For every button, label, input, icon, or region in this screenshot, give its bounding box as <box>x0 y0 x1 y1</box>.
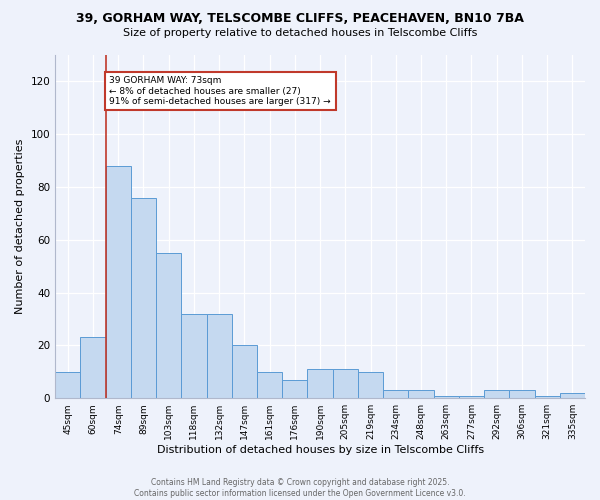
Bar <box>509 390 535 398</box>
Bar <box>206 314 232 398</box>
Text: Contains HM Land Registry data © Crown copyright and database right 2025.
Contai: Contains HM Land Registry data © Crown c… <box>134 478 466 498</box>
Text: Size of property relative to detached houses in Telscombe Cliffs: Size of property relative to detached ho… <box>123 28 477 38</box>
Text: 39 GORHAM WAY: 73sqm
← 8% of detached houses are smaller (27)
91% of semi-detach: 39 GORHAM WAY: 73sqm ← 8% of detached ho… <box>109 76 331 106</box>
Bar <box>282 380 307 398</box>
Bar <box>409 390 434 398</box>
Bar <box>434 396 459 398</box>
Bar <box>55 372 80 398</box>
Bar <box>156 253 181 398</box>
Text: 39, GORHAM WAY, TELSCOMBE CLIFFS, PEACEHAVEN, BN10 7BA: 39, GORHAM WAY, TELSCOMBE CLIFFS, PEACEH… <box>76 12 524 26</box>
Y-axis label: Number of detached properties: Number of detached properties <box>15 139 25 314</box>
Bar <box>307 369 332 398</box>
Bar <box>131 198 156 398</box>
Bar <box>484 390 509 398</box>
Bar <box>106 166 131 398</box>
Bar <box>80 338 106 398</box>
Bar <box>232 346 257 398</box>
Bar <box>535 396 560 398</box>
Bar <box>560 393 585 398</box>
Bar <box>257 372 282 398</box>
X-axis label: Distribution of detached houses by size in Telscombe Cliffs: Distribution of detached houses by size … <box>157 445 484 455</box>
Bar <box>383 390 409 398</box>
Bar <box>459 396 484 398</box>
Bar <box>181 314 206 398</box>
Bar <box>358 372 383 398</box>
Bar <box>332 369 358 398</box>
